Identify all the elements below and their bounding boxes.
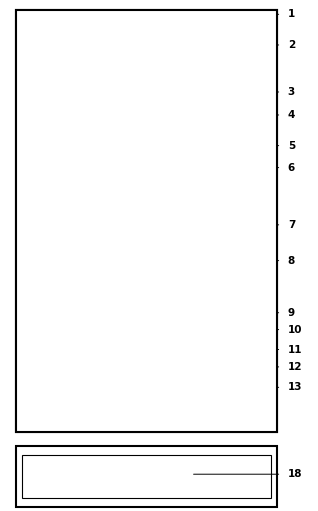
Circle shape	[121, 24, 158, 83]
Bar	[215, 407, 221, 430]
Text: 18: 18	[288, 469, 302, 479]
Text: 10: 10	[288, 324, 302, 335]
Bar	[66, 407, 72, 430]
Circle shape	[40, 154, 77, 214]
Bar	[149, 407, 156, 430]
Circle shape	[121, 154, 158, 214]
Circle shape	[67, 424, 71, 431]
Bar	[22, 455, 271, 498]
Text: 13: 13	[288, 382, 302, 392]
Text: 4: 4	[288, 110, 295, 120]
Bar	[16, 10, 277, 432]
Text: 12: 12	[288, 362, 302, 372]
Circle shape	[216, 424, 220, 431]
Bar	[125, 407, 132, 430]
Circle shape	[126, 424, 131, 431]
Bar	[41, 407, 48, 430]
Text: 7: 7	[288, 220, 295, 230]
Text: 11: 11	[288, 344, 302, 355]
Circle shape	[43, 424, 47, 431]
Text: 3: 3	[288, 87, 295, 97]
Circle shape	[150, 424, 155, 431]
Bar	[16, 10, 277, 432]
Circle shape	[240, 424, 245, 431]
Text: 9: 9	[288, 308, 295, 318]
Text: 5: 5	[288, 141, 295, 151]
Text: 2: 2	[288, 40, 295, 50]
Text: 8: 8	[288, 256, 295, 266]
Bar	[16, 446, 277, 507]
Text: 6: 6	[288, 162, 295, 173]
Circle shape	[203, 154, 239, 214]
Text: 1: 1	[288, 9, 295, 19]
Bar	[239, 407, 245, 430]
